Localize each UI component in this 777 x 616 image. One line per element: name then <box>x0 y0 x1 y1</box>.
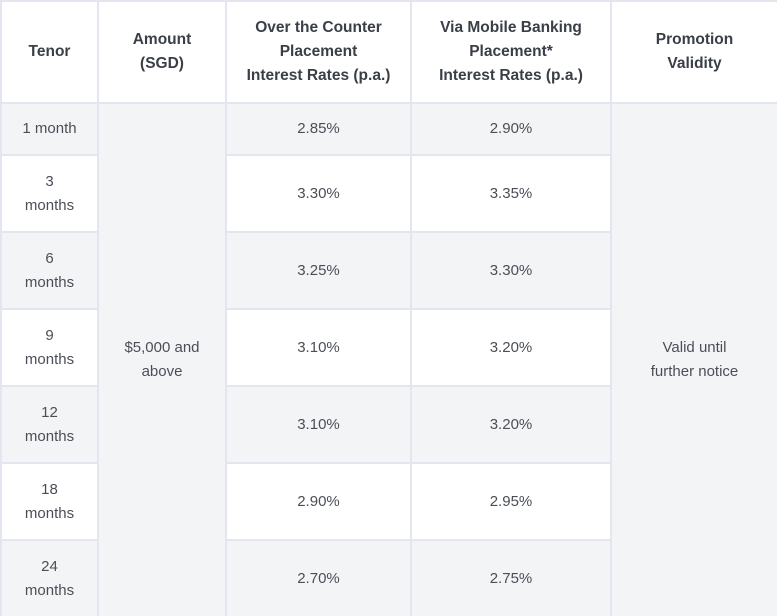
header-otc-line-3: Interest Rates (p.a.) <box>246 67 391 84</box>
tenor-line-2: months <box>24 273 75 291</box>
mobile-rate-cell: 3.30% <box>410 231 612 310</box>
mobile-rate-cell: 2.95% <box>410 462 612 541</box>
tenor-cell: 6 months <box>0 231 99 310</box>
mobile-rate-cell: 3.35% <box>410 154 612 233</box>
header-promo-line-1: Promotion <box>655 31 734 48</box>
tenor-line-1: 6 <box>45 249 54 267</box>
table-header-row: Tenor Amount (SGD) Over the Counter Plac… <box>0 0 777 104</box>
validity-line-2: further notice <box>650 363 739 380</box>
tenor-line-1: 3 <box>45 172 54 190</box>
tenor-cell: 24 months <box>0 539 99 616</box>
header-otc-line-1: Over the Counter <box>255 19 382 36</box>
tenor-cell: 9 months <box>0 308 99 387</box>
tenor-line-1: 24 <box>41 557 58 575</box>
otc-rate-cell: 3.30% <box>225 154 412 233</box>
tenor-cell: 3 months <box>0 154 99 233</box>
header-mb-line-1: Via Mobile Banking <box>440 19 582 36</box>
header-promotion-validity: Promotion Validity <box>610 0 777 104</box>
header-mobile-banking-rate: Via Mobile Banking Placement* Interest R… <box>410 0 612 104</box>
header-promo-line-2: Validity <box>667 55 722 72</box>
amount-cell: $5,000 and above <box>97 102 227 616</box>
header-amount: Amount (SGD) <box>97 0 227 104</box>
mobile-rate-cell: 3.20% <box>410 308 612 387</box>
tenor-line-2: months <box>24 504 75 522</box>
tenor-cell: 12 months <box>0 385 99 464</box>
header-amount-line-1: Amount <box>132 31 192 48</box>
amount-line-1: $5,000 and <box>124 339 200 356</box>
table-row: 18 months 2.90% 2.95% <box>0 462 777 541</box>
otc-rate-cell: 3.10% <box>225 308 412 387</box>
tenor-line-1: 1 month <box>22 120 77 137</box>
table-row: 1 month $5,000 and above 2.85% 2.90% Val… <box>0 102 777 616</box>
header-amount-line-2: (SGD) <box>140 55 184 72</box>
mobile-rate-cell: 2.90% <box>410 102 612 156</box>
validity-cell: Valid until further notice <box>610 102 777 616</box>
tenor-line-1: 12 <box>41 403 58 421</box>
otc-rate-cell: 3.10% <box>225 385 412 464</box>
mobile-rate-cell: 2.75% <box>410 539 612 616</box>
otc-rate-cell: 2.85% <box>225 102 412 156</box>
table-row: 24 months 2.70% 2.75% <box>0 539 777 616</box>
header-over-the-counter-rate: Over the Counter Placement Interest Rate… <box>225 0 412 104</box>
header-otc-line-2: Placement <box>279 43 358 60</box>
mobile-rate-cell: 3.20% <box>410 385 612 464</box>
header-mb-line-3: Interest Rates (p.a.) <box>439 67 583 84</box>
table-row: 9 months 3.10% 3.20% <box>0 308 777 387</box>
table-row: 3 months 3.30% 3.35% <box>0 154 777 233</box>
table-row: 12 months 3.10% 3.20% <box>0 385 777 464</box>
tenor-line-2: months <box>24 581 75 599</box>
otc-rate-cell: 2.70% <box>225 539 412 616</box>
amount-line-2: above <box>141 363 183 380</box>
header-mb-line-2: Placement* <box>469 43 553 60</box>
tenor-line-2: months <box>24 196 75 214</box>
tenor-line-1: 18 <box>41 480 58 498</box>
header-tenor: Tenor <box>0 0 99 104</box>
table-row: 6 months 3.25% 3.30% <box>0 231 777 310</box>
tenor-cell: 18 months <box>0 462 99 541</box>
tenor-line-2: months <box>24 350 75 368</box>
otc-rate-cell: 2.90% <box>225 462 412 541</box>
header-tenor-label: Tenor <box>28 43 71 60</box>
tenor-line-2: months <box>24 427 75 445</box>
tenor-cell: 1 month <box>0 102 99 156</box>
otc-rate-cell: 3.25% <box>225 231 412 310</box>
tenor-line-1: 9 <box>45 326 54 344</box>
validity-line-1: Valid until <box>662 339 727 356</box>
